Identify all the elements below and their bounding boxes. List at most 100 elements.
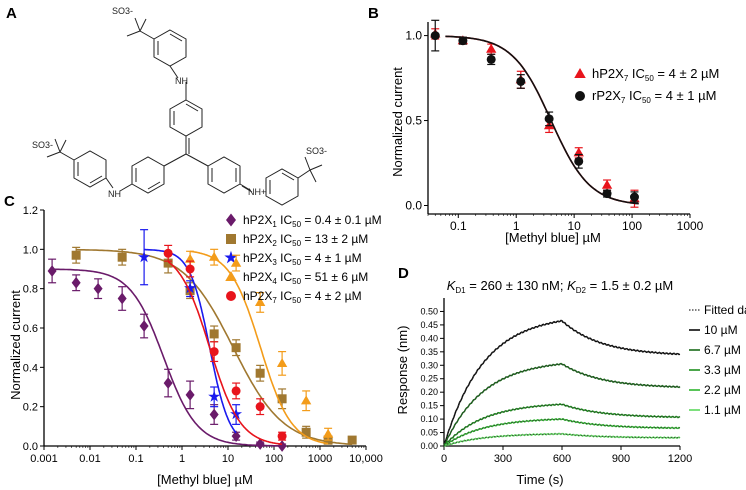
data-point bbox=[225, 271, 237, 281]
legend-label: hP2X3 IC50 = 4 ± 1 µM bbox=[243, 251, 362, 267]
fitted-curve bbox=[443, 363, 680, 447]
fitted-curve bbox=[443, 418, 680, 447]
y-tick-label: 0.30 bbox=[420, 360, 438, 370]
sulfonate-label: SO3- bbox=[112, 6, 133, 16]
legend-label: hP2X4 IC50 = 51 ± 6 µM bbox=[243, 270, 368, 286]
data-point bbox=[184, 253, 196, 263]
x-tick-label: 300 bbox=[494, 453, 512, 465]
data-point bbox=[458, 36, 468, 46]
data-point bbox=[255, 368, 265, 378]
data-point bbox=[300, 395, 312, 405]
data-point bbox=[163, 258, 173, 268]
iminium-label: NH+ bbox=[248, 187, 266, 197]
panel-label-d: D bbox=[398, 265, 409, 282]
y-tick-label: 1.2 bbox=[23, 205, 38, 217]
x-tick-label: 100 bbox=[622, 219, 642, 233]
data-point bbox=[544, 114, 554, 124]
fitted-curve bbox=[443, 320, 680, 447]
x-tick-label: 0 bbox=[441, 453, 447, 465]
panel-d-chart: 0 300 600 900 1200 0.00 0.05 0.10 0.15 0.20 0.25 0.… bbox=[420, 298, 746, 465]
data-point bbox=[301, 427, 311, 437]
panel-d-xlabel: Time (s) bbox=[516, 472, 563, 487]
y-tick-label: 0.5 bbox=[405, 114, 422, 128]
fit-curve bbox=[52, 268, 283, 447]
fit-curve bbox=[167, 261, 283, 445]
x-tick-label: 10 bbox=[222, 453, 234, 465]
data-point bbox=[322, 428, 334, 438]
panel-c-xlabel: [Methyl blue] µM bbox=[157, 472, 253, 487]
y-tick-label: 0.45 bbox=[420, 320, 438, 330]
data-point bbox=[277, 431, 287, 441]
data-point bbox=[230, 257, 242, 267]
panel-b-chart: 0.1 1 10 100 1000 0.0 0.5 1.0 hP2X7 IC50 = 4 ± 2… bbox=[405, 19, 719, 233]
data-point bbox=[231, 386, 241, 396]
y-tick-label: 1.0 bbox=[23, 244, 38, 256]
legend-label: rP2X7 IC50 = 4 ± 1 µM bbox=[592, 88, 716, 105]
legend-label: 2.2 µM bbox=[704, 383, 741, 397]
panel-b-ylabel: Normalized current bbox=[390, 67, 405, 177]
data-point bbox=[163, 248, 173, 258]
fitted-curve bbox=[443, 433, 680, 447]
fit-curve bbox=[445, 35, 639, 205]
data-point bbox=[163, 377, 173, 389]
sulfonate-label: SO3- bbox=[32, 140, 53, 150]
data-point bbox=[71, 276, 81, 289]
data-point bbox=[430, 31, 440, 41]
legend-label: 1.1 µM bbox=[704, 403, 741, 417]
sensorgram-trace bbox=[443, 403, 681, 447]
data-point bbox=[276, 358, 288, 367]
legend-label: hP2X7 IC50 = 4 ± 2 µM bbox=[592, 66, 719, 83]
panel-label-c: C bbox=[4, 193, 15, 210]
panel-b-xlabel: [Methyl blue] µM bbox=[505, 230, 601, 245]
data-point bbox=[209, 408, 219, 421]
data-point bbox=[574, 68, 586, 78]
data-point bbox=[185, 264, 195, 274]
data-point bbox=[277, 440, 287, 452]
data-point bbox=[117, 292, 127, 305]
sulfonate-label: SO3- bbox=[306, 146, 327, 156]
x-tick-label: 1200 bbox=[668, 453, 692, 465]
y-tick-label: 0.10 bbox=[420, 414, 438, 424]
data-point bbox=[209, 329, 219, 339]
y-tick-label: 0.4 bbox=[23, 362, 38, 374]
fitted-curve bbox=[443, 403, 680, 447]
data-point bbox=[347, 435, 357, 445]
y-tick-label: 0.20 bbox=[420, 387, 438, 397]
x-tick-label: 100 bbox=[265, 453, 283, 465]
data-point bbox=[231, 343, 241, 353]
data-point bbox=[209, 347, 219, 357]
x-tick-label: 0.1 bbox=[128, 453, 143, 465]
x-tick-label: 0.1 bbox=[450, 219, 467, 233]
x-tick-label: 900 bbox=[612, 453, 630, 465]
data-point bbox=[486, 54, 496, 64]
y-tick-label: 0.0 bbox=[23, 441, 38, 453]
panel-d-title: KD1 = 260 ± 130 nM; KD2 = 1.5 ± 0.2 µM bbox=[447, 278, 674, 295]
panel-d-ylabel: Response (nm) bbox=[395, 326, 410, 415]
data-point bbox=[486, 43, 497, 53]
data-point bbox=[185, 389, 195, 401]
legend-label: hP2X2 IC50 = 13 ± 2 µM bbox=[243, 232, 368, 248]
panel-label-a: A bbox=[6, 5, 17, 22]
data-point: ★ bbox=[208, 389, 221, 404]
legend-label: 6.7 µM bbox=[704, 343, 741, 357]
y-tick-label: 0.2 bbox=[23, 402, 38, 414]
data-point bbox=[226, 291, 236, 301]
x-tick-label: 600 bbox=[553, 453, 571, 465]
sensorgram-trace bbox=[443, 432, 681, 448]
x-tick-label: 1000 bbox=[677, 219, 704, 233]
data-point bbox=[601, 179, 613, 189]
sensorgram-trace bbox=[443, 417, 681, 447]
data-point bbox=[71, 250, 81, 260]
x-tick-label: 10 bbox=[567, 219, 581, 233]
legend-label: hP2X7 IC50 = 4 ± 2 µM bbox=[243, 289, 362, 305]
y-tick-label: 0.00 bbox=[420, 441, 438, 451]
x-tick-label: 1000 bbox=[308, 453, 332, 465]
amine-label: NH bbox=[108, 189, 121, 199]
y-tick-label: 0.05 bbox=[420, 428, 438, 438]
data-point bbox=[117, 252, 127, 262]
amine-label: NH bbox=[175, 76, 188, 86]
structure-labels: SO3- SO3- SO3- NH NH NH+ bbox=[32, 6, 327, 199]
y-tick-label: 0.25 bbox=[420, 374, 438, 384]
data-point bbox=[255, 438, 265, 450]
